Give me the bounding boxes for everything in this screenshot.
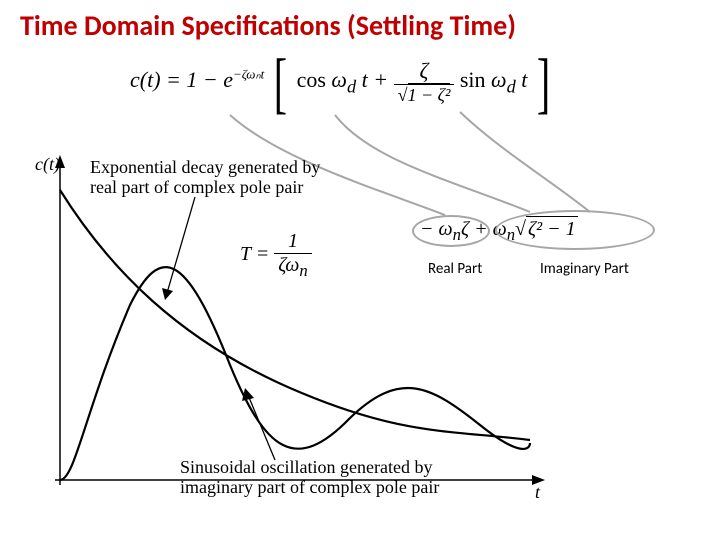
- t-lhs: T =: [240, 243, 274, 265]
- cos-term: cos: [297, 67, 326, 92]
- zeta-fraction: ζ √1 − ζ²: [394, 58, 455, 106]
- title-text: Time Domain Specifications (Settling Tim…: [20, 8, 516, 43]
- page-title: Time Domain Specifications (Settling Tim…: [20, 8, 700, 43]
- main-formula: c(t) = 1 − e−ζωₙt [ cos ωd t + ζ √1 − ζ²…: [130, 58, 550, 106]
- bracket-close: ]: [537, 42, 550, 122]
- step-response-curve: [60, 267, 530, 480]
- imag-part-label: Imaginary Part: [540, 260, 629, 278]
- time-constant-formula: T = 1 ζωn: [240, 230, 312, 281]
- sin-osc-annotation: Sinusoidal oscillation generated byimagi…: [180, 458, 500, 498]
- t-den: ζωn: [274, 254, 311, 281]
- t-num: 1: [274, 230, 311, 254]
- formula-exponent: −ζωₙt: [233, 67, 264, 82]
- x-axis-label: t: [535, 482, 541, 502]
- formula-prefix: c(t) = 1 − e: [130, 67, 233, 92]
- frac-num: ζ: [394, 58, 455, 85]
- y-axis-label: c(t): [35, 154, 60, 175]
- frac-den: √1 − ζ²: [394, 85, 455, 106]
- exp-decay-annotation: Exponential decay generated byreal part …: [90, 158, 370, 198]
- t-fraction: 1 ζωn: [274, 230, 311, 281]
- bracket-open: [: [274, 42, 287, 122]
- plus: +: [373, 67, 393, 92]
- exp-decay-curve: [60, 190, 530, 440]
- sin-term: sin: [460, 67, 486, 92]
